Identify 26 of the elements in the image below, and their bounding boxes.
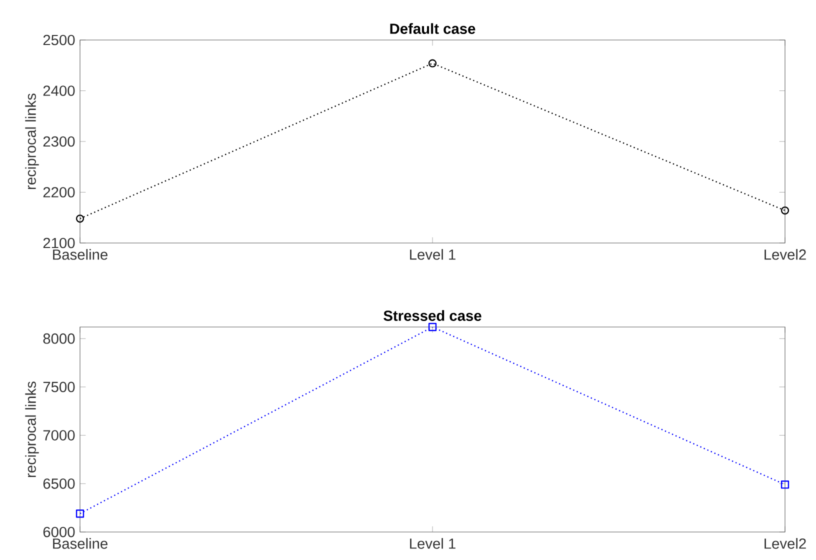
chart-title: Default case xyxy=(390,23,476,34)
point xyxy=(76,214,84,223)
x-tick-label: Baseline xyxy=(53,538,108,549)
y-axis-title: reciprocal links xyxy=(25,94,39,190)
y-tick-label: 6000 xyxy=(43,526,75,538)
x-tick-label: Baseline xyxy=(53,249,108,260)
x-tick-label: Level 1 xyxy=(410,249,456,260)
point xyxy=(780,206,790,215)
y-tick-label: 6500 xyxy=(43,478,75,489)
point xyxy=(76,510,84,518)
point xyxy=(428,322,437,332)
point xyxy=(428,59,437,68)
x-tick-label: Level2 xyxy=(764,538,806,549)
point xyxy=(780,480,790,489)
y-tick-label: 2500 xyxy=(43,34,75,46)
x-tick-label: Level2 xyxy=(764,249,806,260)
chart-title: Stressed case xyxy=(384,310,482,321)
y-axis-title: reciprocal links xyxy=(25,382,39,478)
y-tick-label: 2300 xyxy=(43,136,75,147)
y-tick-label: 7000 xyxy=(43,430,75,440)
y-tick-label: 2100 xyxy=(43,238,75,248)
y-tick-label: 2200 xyxy=(43,187,75,198)
x-tick-label: Level 1 xyxy=(410,538,456,549)
y-tick-label: 2400 xyxy=(43,86,75,96)
y-tick-label: 8000 xyxy=(43,333,75,344)
y-tick-label: 7500 xyxy=(43,382,75,392)
